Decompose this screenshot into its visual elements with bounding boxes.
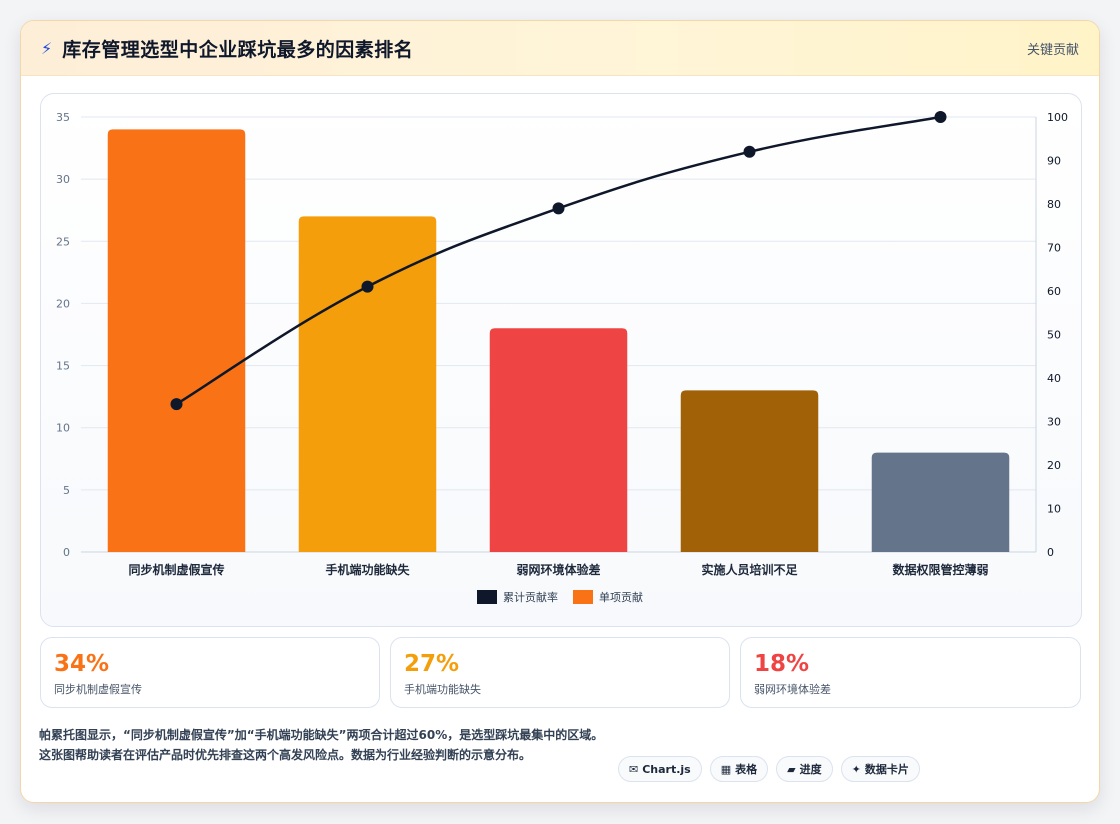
mail-icon: ✉ bbox=[629, 762, 639, 776]
chart-panel: 0 5 10 15 20 25 30 35 0 10 20 30 40 50 60 70 80 90 100 同步机制… bbox=[40, 93, 1082, 627]
y-left-tick-label: 35 bbox=[56, 111, 70, 124]
pareto-chart: 0 5 10 15 20 25 30 35 0 10 20 30 40 50 60 70 80 90 100 同步机制… bbox=[56, 111, 1068, 604]
y-left-tick-label: 15 bbox=[56, 360, 70, 373]
legend-swatch bbox=[573, 590, 593, 604]
y-right-tick-label: 90 bbox=[1047, 155, 1061, 168]
y-right-tick-label: 60 bbox=[1047, 285, 1061, 298]
stat-value-1: 34% bbox=[54, 651, 110, 677]
y-left-tick-label: 30 bbox=[56, 173, 70, 186]
stat-value-2: 27% bbox=[404, 651, 460, 677]
bar bbox=[489, 328, 628, 552]
y-right-tick-label: 10 bbox=[1047, 503, 1061, 516]
header-tag: 关键贡献 bbox=[1026, 42, 1079, 58]
legend-label: 单项贡献 bbox=[599, 590, 643, 604]
x-tick-label: 实施人员培训不足 bbox=[701, 562, 797, 577]
x-tick-label: 手机端功能缺失 bbox=[325, 562, 410, 577]
progress-icon: ▰ bbox=[787, 762, 796, 776]
sparkle-icon: ✦ bbox=[851, 762, 861, 776]
cumulative-point bbox=[170, 398, 183, 411]
stat-label-2: 手机端功能缺失 bbox=[404, 683, 481, 696]
y-right-tick-label: 70 bbox=[1047, 242, 1061, 255]
card-header: ⚡ 库存管理选型中企业踩坑最多的因素排名 关键贡献 bbox=[21, 21, 1099, 76]
cumulative-point bbox=[552, 202, 565, 215]
feature-pills: ✉ Chart.js ▦ 表格 ▰ 进度 ✦ 数据卡片 bbox=[618, 756, 920, 782]
lightning-icon: ⚡ bbox=[41, 38, 53, 58]
bar bbox=[298, 216, 437, 552]
y-left-tick-label: 10 bbox=[56, 422, 70, 435]
legend-label: 累计贡献率 bbox=[503, 590, 558, 604]
x-tick-label: 同步机制虚假宣传 bbox=[128, 562, 224, 577]
pill-label: Chart.js bbox=[642, 762, 691, 776]
chart-card: ⚡ 库存管理选型中企业踩坑最多的因素排名 关键贡献 0 5 10 15 20 25 30 35… bbox=[20, 20, 1100, 803]
pill-label: 进度 bbox=[799, 763, 822, 776]
description-text: 帕累托图显示，“同步机制虚假宣传”加“手机端功能缺失”两项合计超过60%，是选型… bbox=[39, 728, 604, 762]
stat-label-3: 弱网环境体验差 bbox=[754, 683, 831, 696]
pill-label: 数据卡片 bbox=[864, 763, 909, 776]
pill-chartjs[interactable]: ✉ Chart.js bbox=[618, 756, 702, 782]
y-right-tick-label: 30 bbox=[1047, 416, 1061, 429]
y-right-tick-label: 100 bbox=[1047, 111, 1068, 124]
stat-value-3: 18% bbox=[754, 651, 810, 677]
x-tick-label: 数据权限管控薄弱 bbox=[892, 562, 988, 577]
pill-progress[interactable]: ▰ 进度 bbox=[776, 756, 833, 782]
pill-table[interactable]: ▦ 表格 bbox=[709, 756, 769, 782]
cumulative-point bbox=[934, 111, 947, 123]
y-left-tick-label: 20 bbox=[56, 297, 70, 310]
y-right-tick-label: 20 bbox=[1047, 459, 1061, 472]
stat-label-1: 同步机制虚假宣传 bbox=[54, 683, 142, 696]
y-right-tick-label: 40 bbox=[1047, 372, 1061, 385]
y-right-tick-label: 80 bbox=[1047, 198, 1061, 211]
table-icon: ▦ bbox=[720, 762, 732, 776]
pill-data-cards[interactable]: ✦ 数据卡片 bbox=[840, 756, 920, 782]
stat-card-1: 34% 同步机制虚假宣传 bbox=[40, 637, 380, 708]
cumulative-point bbox=[743, 145, 756, 158]
stat-card-2: 27% 手机端功能缺失 bbox=[390, 637, 730, 708]
bar bbox=[107, 129, 246, 552]
bar bbox=[680, 390, 819, 552]
y-left-tick-label: 5 bbox=[63, 484, 70, 497]
y-left-tick-label: 25 bbox=[56, 235, 70, 248]
x-tick-label: 弱网环境体验差 bbox=[516, 562, 600, 577]
cumulative-point bbox=[361, 280, 374, 293]
y-left-tick-label: 0 bbox=[63, 546, 70, 559]
pill-label: 表格 bbox=[735, 763, 758, 776]
chart-title: 库存管理选型中企业踩坑最多的因素排名 bbox=[62, 38, 414, 61]
y-right-tick-label: 0 bbox=[1047, 546, 1054, 559]
stat-card-3: 18% 弱网环境体验差 bbox=[740, 637, 1081, 708]
y-right-tick-label: 50 bbox=[1047, 329, 1061, 342]
legend-swatch bbox=[477, 590, 497, 604]
bar bbox=[871, 452, 1010, 552]
